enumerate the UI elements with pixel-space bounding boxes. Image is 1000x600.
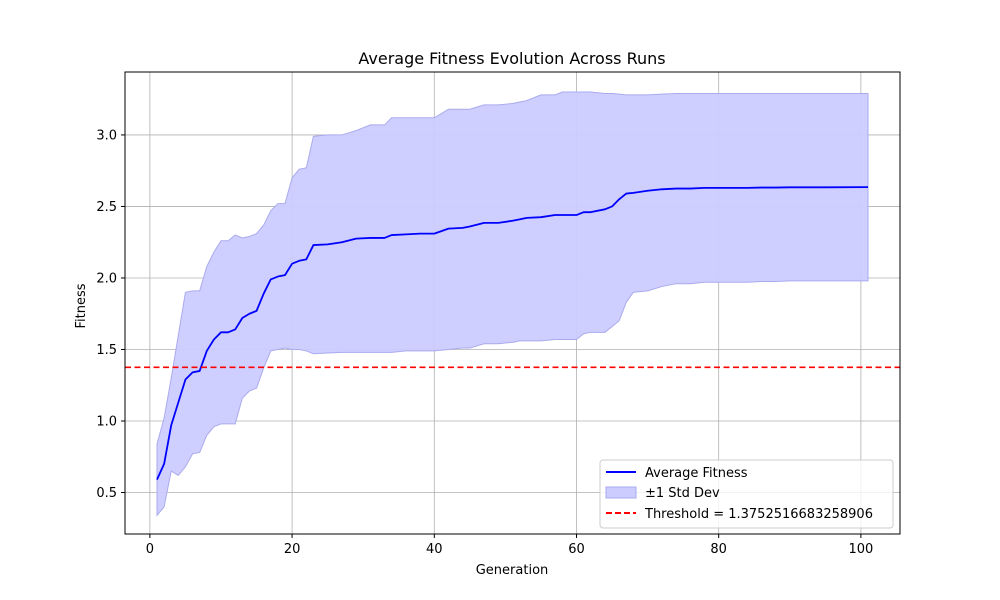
legend: Average Fitness ±1 Std Dev Threshold = 1…	[599, 459, 894, 529]
std-dev-band	[156, 91, 869, 517]
std-dev-band-area	[156, 91, 869, 517]
x-tick-label: 100	[848, 542, 873, 557]
x-tick-label: 40	[426, 542, 443, 557]
x-axis-label: Generation	[476, 563, 549, 578]
x-tick-label: 80	[710, 542, 727, 557]
average-fitness-line	[156, 186, 869, 481]
axes-frame	[124, 71, 901, 535]
x-tick-label: 0	[146, 542, 154, 557]
x-tick-label: 60	[568, 542, 585, 557]
legend-band-label: ±1 Std Dev	[645, 486, 720, 501]
x-tick-label: 20	[284, 542, 301, 557]
x-axis-ticks: 0 20 40 60 80 100	[146, 534, 873, 557]
legend-band-swatch	[605, 486, 637, 499]
legend-threshold-label: Threshold = 1.3752516683258906	[644, 507, 873, 522]
y-tick-label: 2.0	[96, 271, 117, 286]
y-tick-label: 3.0	[96, 128, 117, 143]
chart-title: Average Fitness Evolution Across Runs	[358, 49, 665, 68]
plot-frame	[124, 71, 901, 535]
y-axis-ticks: 0.5 1.0 1.5 2.0 2.5 3.0	[96, 128, 125, 501]
legend-box	[599, 459, 894, 529]
y-tick-label: 0.5	[96, 486, 117, 501]
y-tick-label: 2.5	[96, 200, 117, 215]
y-tick-label: 1.0	[96, 415, 117, 430]
y-tick-label: 1.5	[96, 343, 117, 358]
average-fitness-path	[156, 186, 869, 481]
legend-mean-label: Average Fitness	[645, 466, 748, 481]
y-axis-label: Fitness	[74, 283, 89, 328]
